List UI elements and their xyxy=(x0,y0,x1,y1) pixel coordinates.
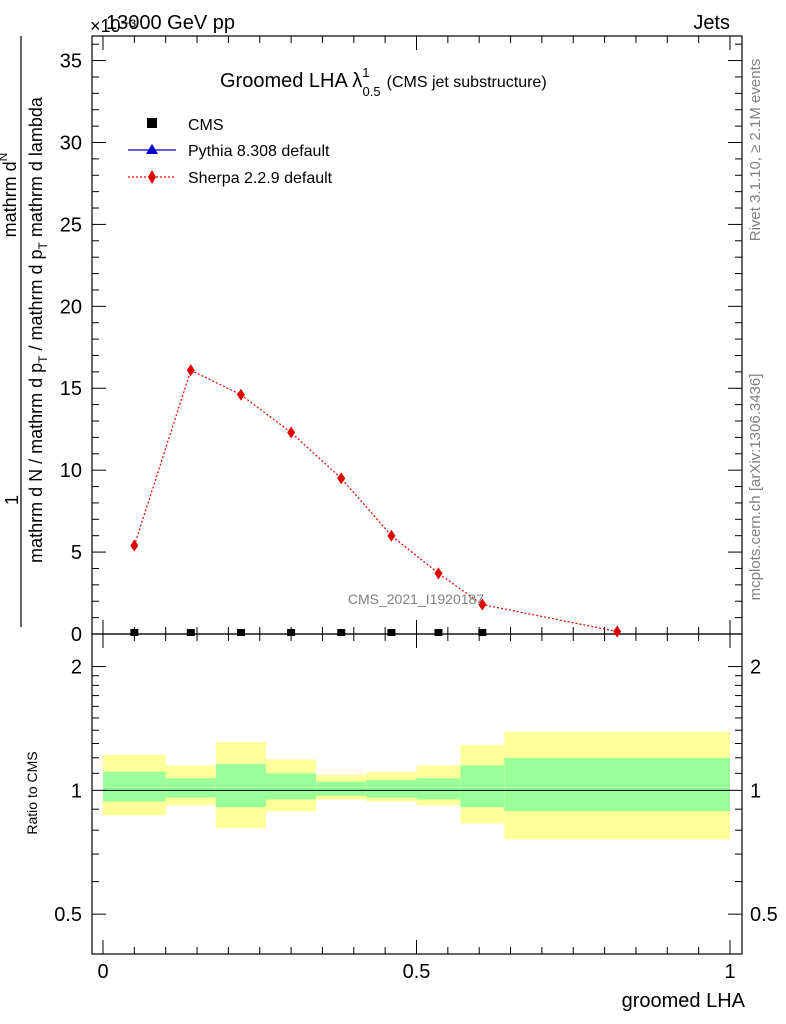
cms-point xyxy=(130,629,139,636)
cms-point xyxy=(434,629,443,636)
legend-pythia-label: Pythia 8.308 default xyxy=(188,143,330,160)
y-label-prefactor: 1 xyxy=(2,495,22,505)
ratio-band-inner xyxy=(460,765,505,808)
exponent-label: ×10⁻³ xyxy=(90,16,136,36)
sherpa-point xyxy=(287,426,296,439)
y-label-numerator: mathrm dN xyxy=(0,153,20,238)
energy-label: 13000 GeV pp xyxy=(106,12,235,34)
legend: CMS Pythia 8.308 default Sherpa 2.2.9 de… xyxy=(128,117,333,187)
sherpa-point xyxy=(434,567,443,580)
ratio-uncertainty-bands xyxy=(103,731,730,840)
x-tick-label: 0 xyxy=(97,961,108,983)
cms-point xyxy=(337,629,346,636)
ratio-band-inner xyxy=(215,763,267,808)
y-tick-label: 5 xyxy=(71,542,82,564)
data-series xyxy=(130,364,622,638)
main-y-axis-ticks: 0 5 10 15 20 25 30 35 xyxy=(60,36,742,646)
mcplots-label: mcplots.cern.ch [arXiv:1306.3436] xyxy=(747,374,764,601)
ratio-band-inner xyxy=(366,779,417,798)
x-tick-label: 0.5 xyxy=(403,961,431,983)
ratio-band-inner xyxy=(416,778,461,800)
y-tick-label: 35 xyxy=(60,51,82,73)
y-tick-label: 30 xyxy=(60,132,82,154)
cms-point xyxy=(287,629,296,636)
y-tick-label: 15 xyxy=(60,378,82,400)
sherpa-point xyxy=(613,625,622,638)
legend-pythia-marker xyxy=(146,144,158,154)
sherpa-point xyxy=(337,472,346,485)
x-axis-label: groomed LHA xyxy=(622,990,746,1012)
ratio-y-tick-label-right: 0.5 xyxy=(750,904,778,926)
sherpa-point xyxy=(478,598,487,611)
y-tick-label: 20 xyxy=(60,296,82,318)
ratio-y-tick-label-right: 1 xyxy=(750,780,761,802)
cms-point xyxy=(387,629,396,636)
legend-sherpa-label: Sherpa 2.2.9 default xyxy=(188,170,333,187)
legend-cms-marker xyxy=(147,118,157,128)
ratio-axis-ticks: 0.5 0.5 1 1 2 2 0 0.5 1 xyxy=(54,634,778,983)
sherpa-point xyxy=(186,364,195,377)
main-y-axis-label: 1 mathrm dN mathrm d N / mathrm d pT / m… xyxy=(0,36,50,627)
ratio-band-inner xyxy=(316,781,367,796)
cms-point xyxy=(186,629,195,636)
ratio-band-inner xyxy=(165,778,216,798)
ratio-band-inner xyxy=(504,757,730,812)
sherpa-point xyxy=(387,529,396,542)
cms-point xyxy=(236,629,245,636)
sherpa-point xyxy=(236,388,245,401)
ratio-y-tick-label-right: 2 xyxy=(750,657,761,679)
y-tick-label: 0 xyxy=(71,624,82,646)
ratio-y-tick-label: 2 xyxy=(71,657,82,679)
ratio-band-inner xyxy=(103,771,166,802)
ratio-y-tick-label: 0.5 xyxy=(54,904,82,926)
x-tick-label: 1 xyxy=(724,961,735,983)
legend-sherpa-marker xyxy=(148,170,156,184)
y-tick-label: 25 xyxy=(60,214,82,236)
sherpa-point xyxy=(130,539,139,552)
analysis-watermark: CMS_2021_I1920187 xyxy=(348,591,484,607)
ratio-band-inner xyxy=(266,773,317,800)
y-label-denominator: mathrm d N / mathrm d pT / mathrm d pT m… xyxy=(26,96,50,563)
legend-cms-label: CMS xyxy=(188,117,224,134)
plot-title: Groomed LHA λ1 0.5(CMS jet substructure) xyxy=(220,65,547,99)
rivet-version-label: Rivet 3.1.10, ≥ 2.1M events xyxy=(747,59,764,242)
category-label: Jets xyxy=(693,12,730,34)
ratio-y-tick-label: 1 xyxy=(71,780,82,802)
ratio-y-axis-label: Ratio to CMS xyxy=(24,751,40,834)
cms-point xyxy=(478,629,487,636)
y-tick-label: 10 xyxy=(60,460,82,482)
